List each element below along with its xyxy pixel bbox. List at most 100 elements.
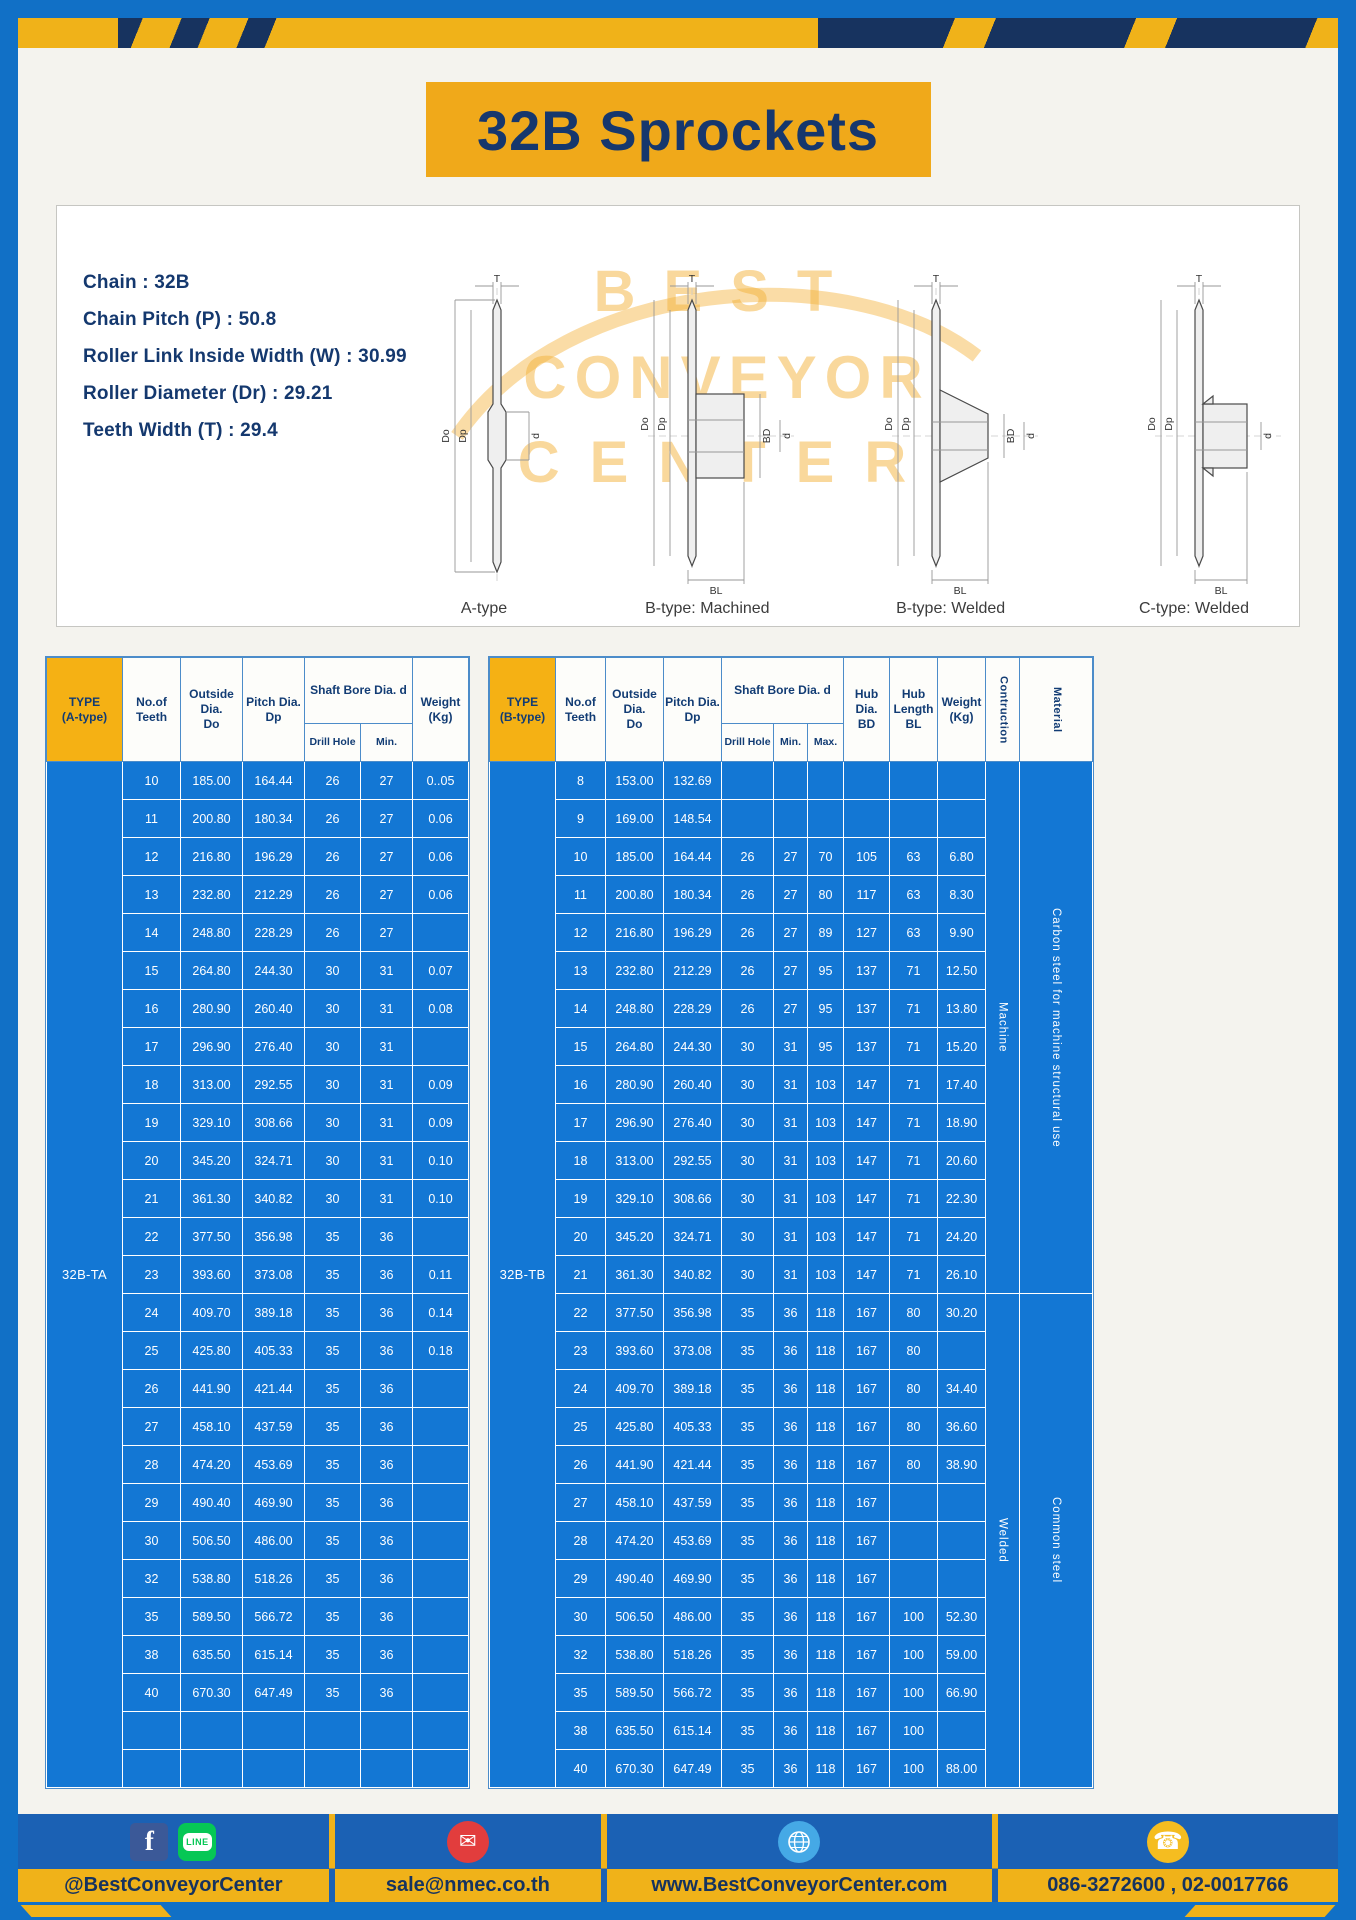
footer-phone-icons: ☎ [998,1814,1338,1869]
table-cell: 30 [304,1179,361,1218]
table-cell: 340.82 [242,1179,305,1218]
table-cell: 30 [721,1141,774,1180]
table-cell: 8 [555,761,606,800]
globe-icon[interactable] [778,1820,821,1863]
table-cell: 38 [555,1711,606,1750]
table-cell: 35 [304,1673,361,1712]
table-cell: 31 [360,1027,413,1066]
table-cell: 441.90 [180,1369,243,1408]
table-cell: 15.20 [937,1027,986,1066]
table-cell: 36 [360,1673,413,1712]
table-cell: 26 [721,989,774,1028]
table-cell: 40 [555,1749,606,1788]
footer-phone-text[interactable]: 086-3272600 , 02-0017766 [997,1869,1338,1902]
diagram-panel: Chain : 32B Chain Pitch (P) : 50.8 Rolle… [56,205,1300,627]
table-cell: 538.80 [605,1635,664,1674]
facebook-icon[interactable]: f [130,1822,169,1861]
title-banner: 32B Sprockets [425,82,931,177]
table-cell [412,1559,469,1598]
footer-social-handle[interactable]: @BestConveyorCenter [18,1869,329,1902]
table-cell: 38 [122,1635,181,1674]
table-cell: 264.80 [180,951,243,990]
hazard-stripes-right [818,18,1338,48]
table-cell: 118 [807,1369,844,1408]
table-cell: 36 [773,1331,808,1370]
table-cell: 35 [304,1217,361,1256]
table-cell: 95 [807,951,844,990]
table-cell [412,1445,469,1484]
table-cell: 216.80 [180,837,243,876]
table-cell: 36 [773,1407,808,1446]
dim-dp: Dp [656,417,668,431]
table-cell: 30 [721,1255,774,1294]
table-cell: 118 [807,1673,844,1712]
table-cell: 118 [807,1445,844,1484]
table-cell: 103 [807,1255,844,1294]
table-cell: 14 [555,989,606,1028]
table-row: 30 506.50 486.00 35 36 [47,1521,469,1560]
email-icon[interactable]: ✉ [446,1820,489,1863]
table-cell: 441.90 [605,1445,664,1484]
table-cell: 615.14 [663,1711,722,1750]
table-cell: 25 [122,1331,181,1370]
header-hub-dia: Hub Dia. BD [843,657,890,762]
table-cell: 308.66 [663,1179,722,1218]
table-cell: 260.40 [663,1065,722,1104]
caption-a-type: A-type [460,600,508,617]
table-cell: 169.00 [605,799,664,838]
table-cell: 20 [122,1141,181,1180]
line-icon[interactable]: LINE [178,1822,217,1861]
table-cell: 486.00 [663,1597,722,1636]
footer-email-text[interactable]: sale@nmec.co.th [334,1869,602,1902]
table-row: 27 458.10 437.59 35 36 [47,1407,469,1446]
table-cell: 36 [360,1369,413,1408]
header-drill-hole: Drill Hole [304,723,361,762]
table-cell: 35 [721,1559,774,1598]
footer: f LINE @BestConveyorCenter ✉ sale@nmec.c… [18,1814,1338,1902]
dim-d: d [1025,433,1037,439]
spec-chain-pitch: Chain Pitch (P) : 50.8 [83,309,277,330]
table-cell: 15 [122,951,181,990]
table-row: 25 425.80 405.33 35 36 118 167 80 36.60 [490,1407,1093,1446]
table-cell: 12 [122,837,181,876]
table-cell: 9.90 [937,913,986,952]
table-row: 14 248.80 228.29 26 27 [47,913,469,952]
header-type-b: TYPE (B-type) [489,657,556,762]
table-cell [360,1749,413,1788]
footer-website-text[interactable]: www.BestConveyorCenter.com [607,1869,992,1902]
table-cell [937,1711,986,1750]
table-cell: 147 [843,1217,890,1256]
table-cell [412,1635,469,1674]
table-row: 24 409.70 389.18 35 36 0.14 [47,1293,469,1332]
table-cell: 167 [843,1673,890,1712]
table-cell: 26 [721,875,774,914]
table-cell: 6.80 [937,837,986,876]
table-cell: 36 [773,1749,808,1788]
table-cell: 27 [773,989,808,1028]
dim-dp: Dp [1163,417,1175,431]
table-cell [360,1711,413,1750]
table-a-body: 32B-TA 10 185.00 164.44 26 27 0..05 11 200.80 180… [46,761,469,1788]
table-cell: 24 [555,1369,606,1408]
phone-icon[interactable]: ☎ [1146,1820,1189,1863]
table-cell: 20.60 [937,1141,986,1180]
table-cell [889,799,938,838]
table-cell: 0.06 [412,875,469,914]
table-cell: 296.90 [180,1027,243,1066]
table-cell: 117 [843,875,890,914]
header-max: Max. [807,723,844,762]
table-cell: 377.50 [605,1293,664,1332]
table-cell: 0.06 [412,837,469,876]
caption-c-type-welded: C-type: Welded [1138,600,1249,617]
table-cell: 30 [721,1217,774,1256]
table-cell: 324.71 [242,1141,305,1180]
table-cell: 35 [304,1293,361,1332]
table-cell: 0..05 [412,761,469,800]
table-cell: 35 [721,1445,774,1484]
table-cell: 36 [773,1673,808,1712]
footer-website-section: www.BestConveyorCenter.com [607,1814,992,1902]
footer-phone-section: ☎ 086-3272600 , 02-0017766 [997,1814,1338,1902]
table-cell [122,1711,181,1750]
table-cell: 100 [889,1749,938,1788]
table-b-body: 32B-TB 8 153.00 132.69 Machine Carbon steel f… [489,761,1093,1788]
